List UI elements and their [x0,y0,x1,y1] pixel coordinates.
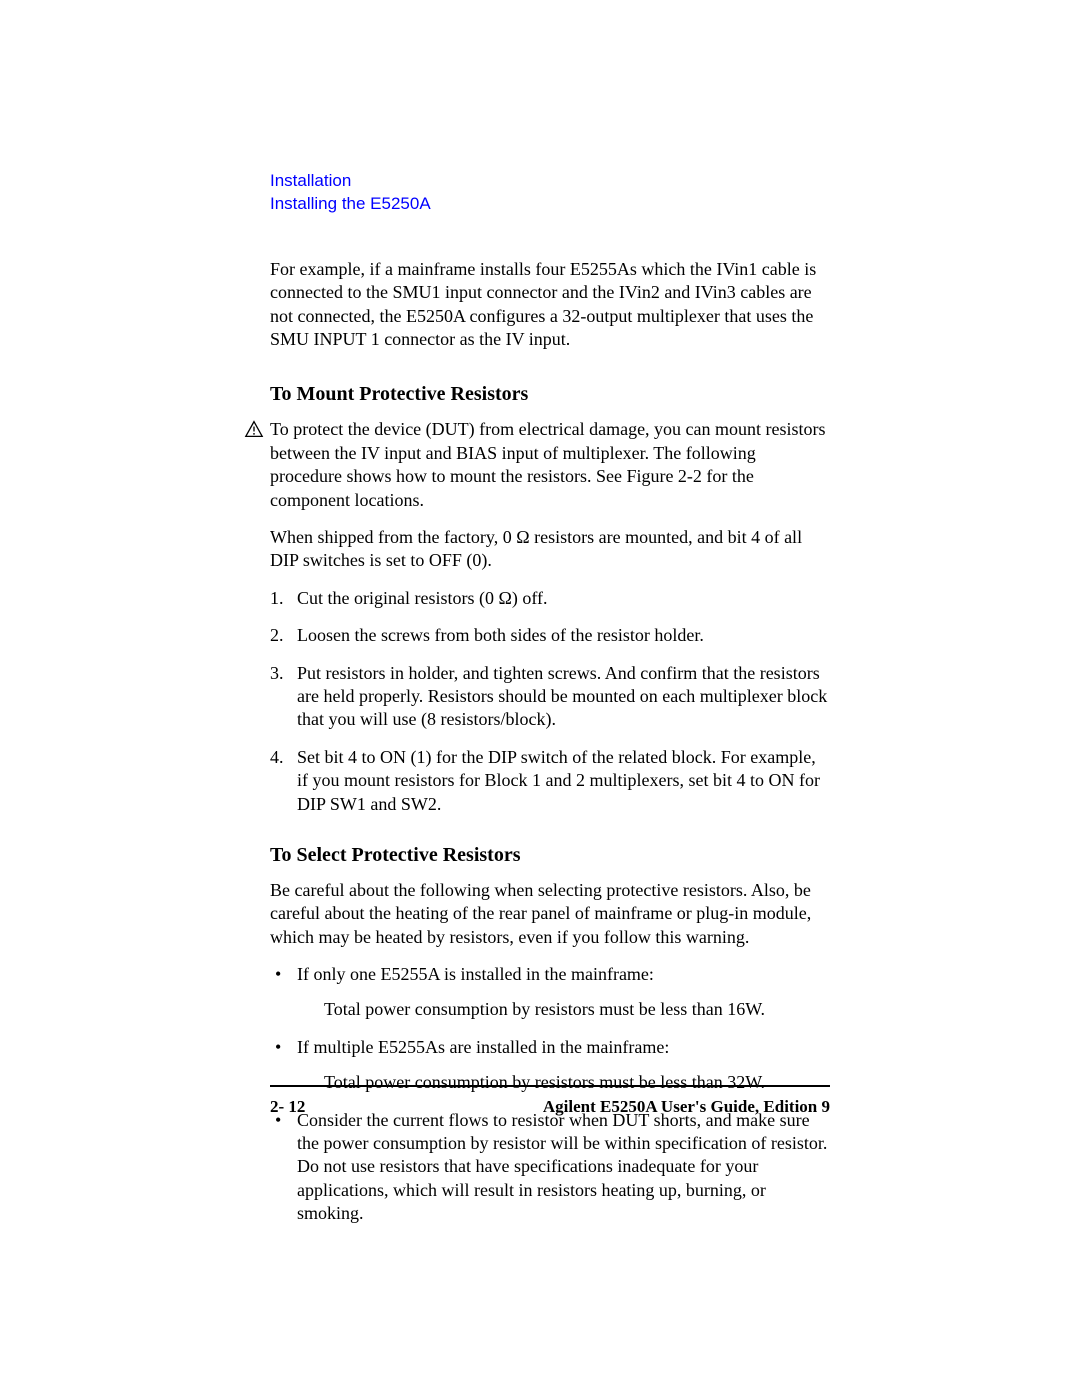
list-item: Consider the current flows to resistor w… [270,1109,830,1226]
section1-para2: When shipped from the factory, 0 Ω resis… [270,526,830,573]
section2-para1: Be careful about the following when sele… [270,879,830,949]
section2-heading: To Select Protective Resistors [270,844,830,867]
section1-steps: Cut the original resistors (0 Ω) off. Lo… [270,587,830,816]
breadcrumb: Installation Installing the E5250A [270,170,830,216]
page-footer: 2- 12 Agilent E5250A User's Guide, Editi… [270,1085,830,1117]
warning-block: To protect the device (DUT) from electri… [270,418,830,512]
footer-rule [270,1085,830,1087]
breadcrumb-line2: Installing the E5250A [270,193,830,216]
footer-line: 2- 12 Agilent E5250A User's Guide, Editi… [270,1097,830,1117]
list-item: Cut the original resistors (0 Ω) off. [270,587,830,610]
list-item: If only one E5255A is installed in the m… [270,963,830,1022]
list-item: Set bit 4 to ON (1) for the DIP switch o… [270,746,830,816]
page-number: 2- 12 [270,1097,305,1117]
bullet-main: If only one E5255A is installed in the m… [297,964,654,984]
list-item: Loosen the screws from both sides of the… [270,624,830,647]
bullet-sub: Total power consumption by resistors mus… [297,998,830,1021]
list-item: Put resistors in holder, and tighten scr… [270,662,830,732]
intro-paragraph: For example, if a mainframe installs fou… [270,258,830,352]
breadcrumb-line1: Installation [270,170,830,193]
bullet-main: If multiple E5255As are installed in the… [297,1037,669,1057]
document-page: Installation Installing the E5250A For e… [0,0,1080,1397]
doc-title: Agilent E5250A User's Guide, Edition 9 [543,1097,830,1117]
warning-icon [244,420,264,443]
bullet-main: Consider the current flows to resistor w… [297,1110,827,1224]
section1-para1: To protect the device (DUT) from electri… [270,418,830,512]
section1-heading: To Mount Protective Resistors [270,383,830,406]
